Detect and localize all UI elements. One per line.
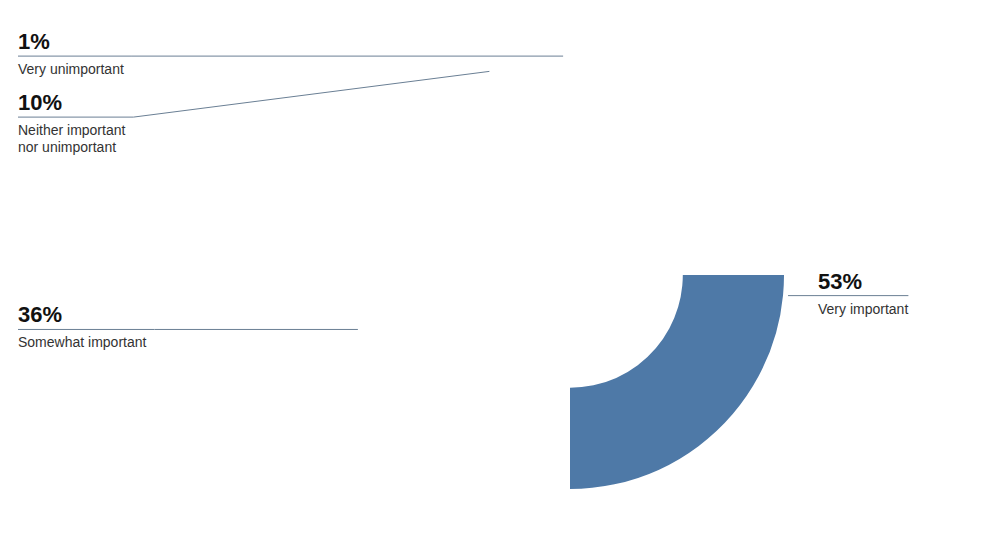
leader-line bbox=[18, 71, 489, 117]
data-label: 10% bbox=[18, 90, 62, 115]
data-label: 1% bbox=[18, 29, 50, 54]
annotation: 36% Somewhat important bbox=[18, 302, 358, 350]
plot-area bbox=[570, 275, 785, 490]
annotations: 53% Very important 36% Somewhat important 10… bbox=[18, 29, 908, 350]
leader-line bbox=[18, 329, 358, 330]
label-line: Somewhat important bbox=[18, 334, 147, 350]
data-label: 36% bbox=[18, 302, 62, 327]
label-line: nor unimportant bbox=[18, 139, 116, 155]
label-line: Neither important bbox=[18, 122, 125, 138]
category-label: Very important bbox=[818, 301, 908, 317]
category-label: Somewhat important bbox=[18, 334, 147, 350]
annotation: 10% Neither importantnor unimportant bbox=[18, 71, 489, 155]
slice bbox=[570, 275, 785, 490]
annotation: 1% Very unimportant bbox=[18, 29, 563, 77]
label-line: Very unimportant bbox=[18, 61, 124, 77]
leader-line bbox=[788, 295, 908, 296]
chart: 53% Very important 36% Somewhat important 10… bbox=[0, 0, 985, 540]
label-line: Very important bbox=[818, 301, 908, 317]
annotation: 53% Very important bbox=[788, 269, 908, 317]
category-label: Neither importantnor unimportant bbox=[18, 122, 125, 155]
leader-line bbox=[18, 56, 563, 57]
data-label: 53% bbox=[818, 269, 862, 294]
category-label: Very unimportant bbox=[18, 61, 124, 77]
